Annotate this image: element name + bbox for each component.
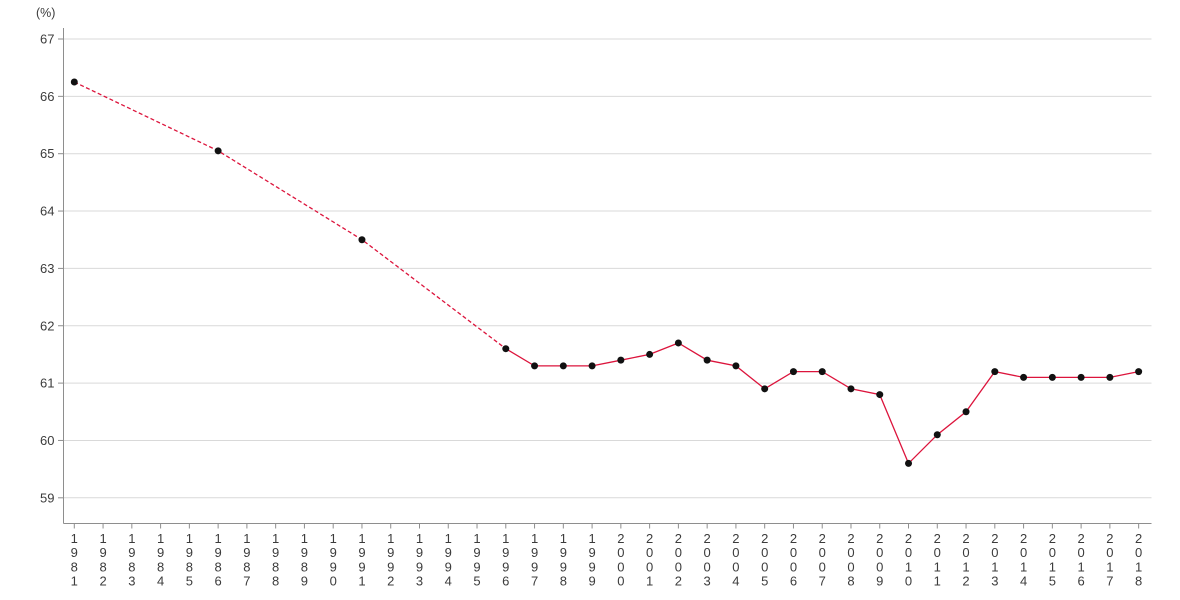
data-point [818, 368, 826, 376]
data-point [876, 391, 884, 399]
data-point [761, 385, 769, 393]
data-point [905, 459, 913, 467]
data-point [70, 78, 78, 86]
y-tick-label: 65 [40, 146, 54, 161]
data-point [847, 385, 855, 393]
y-tick-label: 60 [40, 433, 54, 448]
data-point [732, 362, 740, 370]
data-point [559, 362, 567, 370]
data-point [1077, 373, 1085, 381]
y-axis-unit-label: (%) [36, 6, 56, 20]
y-tick-label: 63 [40, 261, 54, 276]
series-line-solid [505, 342, 1139, 465]
y-tick-label: 59 [40, 490, 54, 505]
data-point [674, 339, 682, 347]
data-point [1048, 373, 1056, 381]
data-point [933, 431, 941, 439]
data-point [789, 368, 797, 376]
data-point [502, 345, 510, 353]
data-point [531, 362, 539, 370]
data-point [1106, 373, 1114, 381]
data-point [1020, 373, 1028, 381]
data-point [962, 408, 970, 416]
y-tick-label: 66 [40, 89, 54, 104]
data-point [214, 147, 222, 155]
data-point [358, 236, 366, 244]
series-line-dashed [74, 81, 507, 350]
y-tick-label: 64 [40, 204, 54, 219]
data-point [617, 356, 625, 364]
y-tick-label: 62 [40, 318, 54, 333]
data-point [703, 356, 711, 364]
data-point [1135, 368, 1143, 376]
y-tick-label: 61 [40, 376, 54, 391]
y-tick-label: 67 [40, 32, 54, 47]
data-point [991, 368, 999, 376]
data-point [646, 350, 654, 358]
data-point [588, 362, 596, 370]
